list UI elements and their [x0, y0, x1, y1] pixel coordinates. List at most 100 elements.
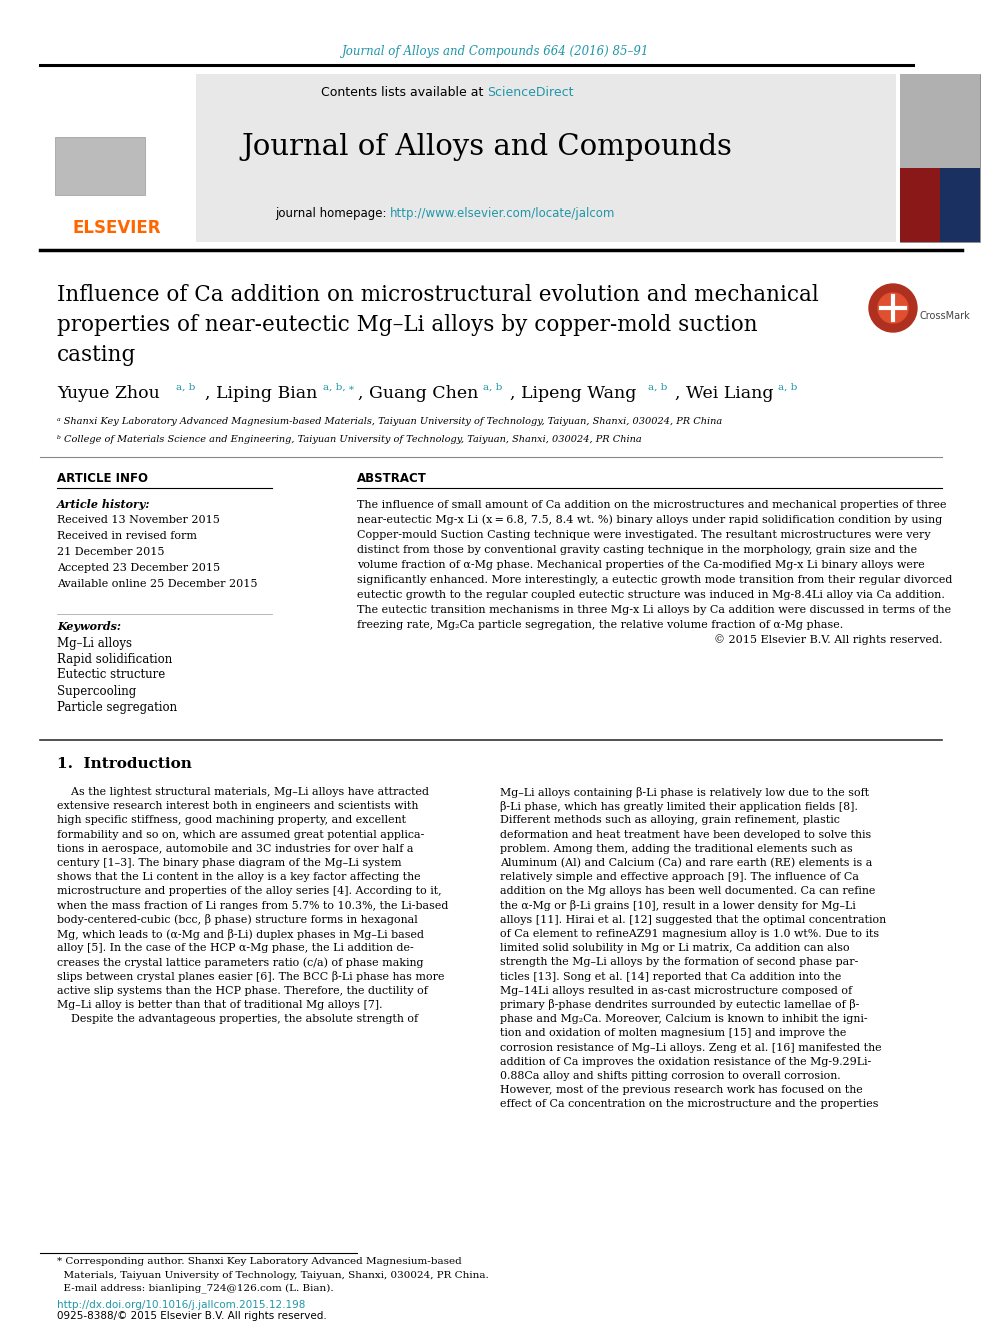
- Text: Mg–Li alloys containing β-Li phase is relatively low due to the soft: Mg–Li alloys containing β-Li phase is re…: [500, 786, 869, 798]
- Text: tion and oxidation of molten magnesium [15] and improve the: tion and oxidation of molten magnesium […: [500, 1028, 846, 1039]
- Text: Influence of Ca addition on microstructural evolution and mechanical: Influence of Ca addition on microstructu…: [57, 284, 818, 306]
- Text: http://www.elsevier.com/locate/jalcom: http://www.elsevier.com/locate/jalcom: [390, 206, 615, 220]
- Text: © 2015 Elsevier B.V. All rights reserved.: © 2015 Elsevier B.V. All rights reserved…: [713, 635, 942, 646]
- Text: a, b: a, b: [648, 382, 668, 392]
- Text: CrossMark: CrossMark: [920, 311, 971, 321]
- Text: ELSEVIER: ELSEVIER: [72, 220, 162, 237]
- Text: , Wei Liang: , Wei Liang: [675, 385, 774, 401]
- Text: the α-Mg or β-Li grains [10], result in a lower density for Mg–Li: the α-Mg or β-Li grains [10], result in …: [500, 900, 856, 912]
- Text: Journal of Alloys and Compounds: Journal of Alloys and Compounds: [242, 134, 732, 161]
- Text: ABSTRACT: ABSTRACT: [357, 471, 427, 484]
- Text: 0925-8388/© 2015 Elsevier B.V. All rights reserved.: 0925-8388/© 2015 Elsevier B.V. All right…: [57, 1311, 326, 1320]
- Text: Mg–Li alloys: Mg–Li alloys: [57, 636, 132, 650]
- Text: effect of Ca concentration on the microstructure and the properties: effect of Ca concentration on the micros…: [500, 1099, 879, 1110]
- Text: near-eutectic Mg-x Li (x = 6.8, 7.5, 8.4 wt. %) binary alloys under rapid solidi: near-eutectic Mg-x Li (x = 6.8, 7.5, 8.4…: [357, 515, 942, 525]
- Text: Copper-mould Suction Casting technique were investigated. The resultant microstr: Copper-mould Suction Casting technique w…: [357, 531, 930, 540]
- Text: phase and Mg₂Ca. Moreover, Calcium is known to inhibit the igni-: phase and Mg₂Ca. Moreover, Calcium is kn…: [500, 1015, 868, 1024]
- Text: , Liping Bian: , Liping Bian: [205, 385, 317, 401]
- Text: Supercooling: Supercooling: [57, 684, 136, 697]
- Text: corrosion resistance of Mg–Li alloys. Zeng et al. [16] manifested the: corrosion resistance of Mg–Li alloys. Ze…: [500, 1043, 882, 1053]
- Text: Received 13 November 2015: Received 13 November 2015: [57, 515, 220, 525]
- Text: Mg, which leads to (α-Mg and β-Li) duplex phases in Mg–Li based: Mg, which leads to (α-Mg and β-Li) duple…: [57, 929, 424, 939]
- Text: volume fraction of α-Mg phase. Mechanical properties of the Ca-modified Mg-x Li : volume fraction of α-Mg phase. Mechanica…: [357, 560, 925, 570]
- Text: , Lipeng Wang: , Lipeng Wang: [510, 385, 637, 401]
- Text: strength the Mg–Li alloys by the formation of second phase par-: strength the Mg–Li alloys by the formati…: [500, 958, 858, 967]
- Text: active slip systems than the HCP phase. Therefore, the ductility of: active slip systems than the HCP phase. …: [57, 986, 428, 996]
- Text: addition on the Mg alloys has been well documented. Ca can refine: addition on the Mg alloys has been well …: [500, 886, 875, 897]
- Text: creases the crystal lattice parameters ratio (c/a) of phase making: creases the crystal lattice parameters r…: [57, 957, 424, 967]
- Text: a, b: a, b: [778, 382, 798, 392]
- Text: formability and so on, which are assumed great potential applica-: formability and so on, which are assumed…: [57, 830, 425, 840]
- FancyBboxPatch shape: [900, 168, 940, 242]
- Text: a, b: a, b: [483, 382, 502, 392]
- Text: 21 December 2015: 21 December 2015: [57, 546, 165, 557]
- Text: alloy [5]. In the case of the HCP α-Mg phase, the Li addition de-: alloy [5]. In the case of the HCP α-Mg p…: [57, 943, 414, 953]
- Text: distinct from those by conventional gravity casting technique in the morphology,: distinct from those by conventional grav…: [357, 545, 918, 556]
- Text: The influence of small amount of Ca addition on the microstructures and mechanic: The influence of small amount of Ca addi…: [357, 500, 946, 509]
- Text: properties of near-eutectic Mg–Li alloys by copper-mold suction: properties of near-eutectic Mg–Li alloys…: [57, 314, 758, 336]
- Text: ᵃ Shanxi Key Laboratory Advanced Magnesium-based Materials, Taiyuan University o: ᵃ Shanxi Key Laboratory Advanced Magnesi…: [57, 418, 722, 426]
- Text: primary β-phase dendrites surrounded by eutectic lamellae of β-: primary β-phase dendrites surrounded by …: [500, 999, 859, 1011]
- Text: deformation and heat treatment have been developed to solve this: deformation and heat treatment have been…: [500, 830, 871, 840]
- Text: microstructure and properties of the alloy series [4]. According to it,: microstructure and properties of the all…: [57, 886, 441, 897]
- Text: of Ca element to refineAZ91 magnesium alloy is 1.0 wt%. Due to its: of Ca element to refineAZ91 magnesium al…: [500, 929, 879, 939]
- Text: As the lightest structural materials, Mg–Li alloys have attracted: As the lightest structural materials, Mg…: [57, 787, 429, 796]
- Text: ScienceDirect: ScienceDirect: [487, 86, 573, 99]
- Text: a, b, ⁎: a, b, ⁎: [323, 382, 354, 392]
- Text: E-mail address: bianliping_724@126.com (L. Bian).: E-mail address: bianliping_724@126.com (…: [57, 1283, 333, 1293]
- Text: relatively simple and effective approach [9]. The influence of Ca: relatively simple and effective approach…: [500, 872, 859, 882]
- Text: eutectic growth to the regular coupled eutectic structure was induced in Mg-8.4L: eutectic growth to the regular coupled e…: [357, 590, 944, 601]
- Text: Available online 25 December 2015: Available online 25 December 2015: [57, 579, 258, 589]
- Text: ticles [13]. Song et al. [14] reported that Ca addition into the: ticles [13]. Song et al. [14] reported t…: [500, 971, 841, 982]
- Text: Mg–Li alloy is better than that of traditional Mg alloys [7].: Mg–Li alloy is better than that of tradi…: [57, 1000, 383, 1009]
- Text: The eutectic transition mechanisms in three Mg-x Li alloys by Ca addition were d: The eutectic transition mechanisms in th…: [357, 605, 951, 615]
- Text: a, b: a, b: [176, 382, 195, 392]
- Text: century [1–3]. The binary phase diagram of the Mg–Li system: century [1–3]. The binary phase diagram …: [57, 859, 402, 868]
- Text: alloys [11]. Hirai et al. [12] suggested that the optimal concentration: alloys [11]. Hirai et al. [12] suggested…: [500, 914, 886, 925]
- Text: slips between crystal planes easier [6]. The BCC β-Li phase has more: slips between crystal planes easier [6].…: [57, 971, 444, 982]
- Text: Article history:: Article history:: [57, 499, 151, 509]
- Text: extensive research interest both in engineers and scientists with: extensive research interest both in engi…: [57, 802, 419, 811]
- Text: Rapid solidification: Rapid solidification: [57, 652, 173, 665]
- Text: Accepted 23 December 2015: Accepted 23 December 2015: [57, 564, 220, 573]
- FancyBboxPatch shape: [940, 168, 980, 242]
- Text: journal homepage:: journal homepage:: [275, 206, 390, 220]
- Text: when the mass fraction of Li ranges from 5.7% to 10.3%, the Li-based: when the mass fraction of Li ranges from…: [57, 901, 448, 910]
- Text: addition of Ca improves the oxidation resistance of the Mg-9.29Li-: addition of Ca improves the oxidation re…: [500, 1057, 871, 1066]
- Text: , Guang Chen: , Guang Chen: [358, 385, 478, 401]
- FancyBboxPatch shape: [38, 74, 196, 242]
- Text: problem. Among them, adding the traditional elements such as: problem. Among them, adding the traditio…: [500, 844, 853, 853]
- Text: limited solid solubility in Mg or Li matrix, Ca addition can also: limited solid solubility in Mg or Li mat…: [500, 943, 849, 953]
- Text: 0.88Ca alloy and shifts pitting corrosion to overall corrosion.: 0.88Ca alloy and shifts pitting corrosio…: [500, 1072, 840, 1081]
- Text: significantly enhanced. More interestingly, a eutectic growth mode transition fr: significantly enhanced. More interesting…: [357, 576, 952, 585]
- Text: Aluminum (Al) and Calcium (Ca) and rare earth (RE) elements is a: Aluminum (Al) and Calcium (Ca) and rare …: [500, 857, 872, 868]
- Text: Despite the advantageous properties, the absolute strength of: Despite the advantageous properties, the…: [57, 1015, 418, 1024]
- Text: high specific stiffness, good machining property, and excellent: high specific stiffness, good machining …: [57, 815, 406, 826]
- Text: Mg–14Li alloys resulted in as-cast microstructure composed of: Mg–14Li alloys resulted in as-cast micro…: [500, 986, 852, 996]
- Text: Different methods such as alloying, grain refinement, plastic: Different methods such as alloying, grai…: [500, 815, 840, 826]
- Text: Journal of Alloys and Compounds 664 (2016) 85–91: Journal of Alloys and Compounds 664 (201…: [342, 45, 650, 58]
- Text: Received in revised form: Received in revised form: [57, 531, 197, 541]
- Text: ARTICLE INFO: ARTICLE INFO: [57, 471, 148, 484]
- Text: Keywords:: Keywords:: [57, 620, 121, 631]
- FancyBboxPatch shape: [900, 74, 980, 242]
- Text: shows that the Li content in the alloy is a key factor affecting the: shows that the Li content in the alloy i…: [57, 872, 421, 882]
- Text: β-Li phase, which has greatly limited their application fields [8].: β-Li phase, which has greatly limited th…: [500, 800, 858, 812]
- Text: * Corresponding author. Shanxi Key Laboratory Advanced Magnesium-based: * Corresponding author. Shanxi Key Labor…: [57, 1257, 461, 1266]
- Text: casting: casting: [57, 344, 136, 366]
- FancyBboxPatch shape: [900, 74, 980, 168]
- Text: tions in aerospace, automobile and 3C industries for over half a: tions in aerospace, automobile and 3C in…: [57, 844, 414, 853]
- Text: 1.  Introduction: 1. Introduction: [57, 757, 191, 771]
- FancyBboxPatch shape: [55, 138, 145, 194]
- Text: http://dx.doi.org/10.1016/j.jallcom.2015.12.198: http://dx.doi.org/10.1016/j.jallcom.2015…: [57, 1301, 306, 1310]
- Text: Contents lists available at: Contents lists available at: [320, 86, 487, 99]
- Circle shape: [869, 284, 917, 332]
- Text: However, most of the previous research work has focused on the: However, most of the previous research w…: [500, 1085, 863, 1095]
- Text: Yuyue Zhou: Yuyue Zhou: [57, 385, 160, 401]
- Circle shape: [878, 292, 908, 323]
- Text: freezing rate, Mg₂Ca particle segregation, the relative volume fraction of α-Mg : freezing rate, Mg₂Ca particle segregatio…: [357, 620, 843, 630]
- Text: body-centered-cubic (bcc, β phase) structure forms in hexagonal: body-centered-cubic (bcc, β phase) struc…: [57, 914, 418, 925]
- FancyBboxPatch shape: [38, 74, 896, 242]
- Text: ᵇ College of Materials Science and Engineering, Taiyuan University of Technology: ᵇ College of Materials Science and Engin…: [57, 435, 642, 445]
- Text: Materials, Taiyuan University of Technology, Taiyuan, Shanxi, 030024, PR China.: Materials, Taiyuan University of Technol…: [57, 1270, 489, 1279]
